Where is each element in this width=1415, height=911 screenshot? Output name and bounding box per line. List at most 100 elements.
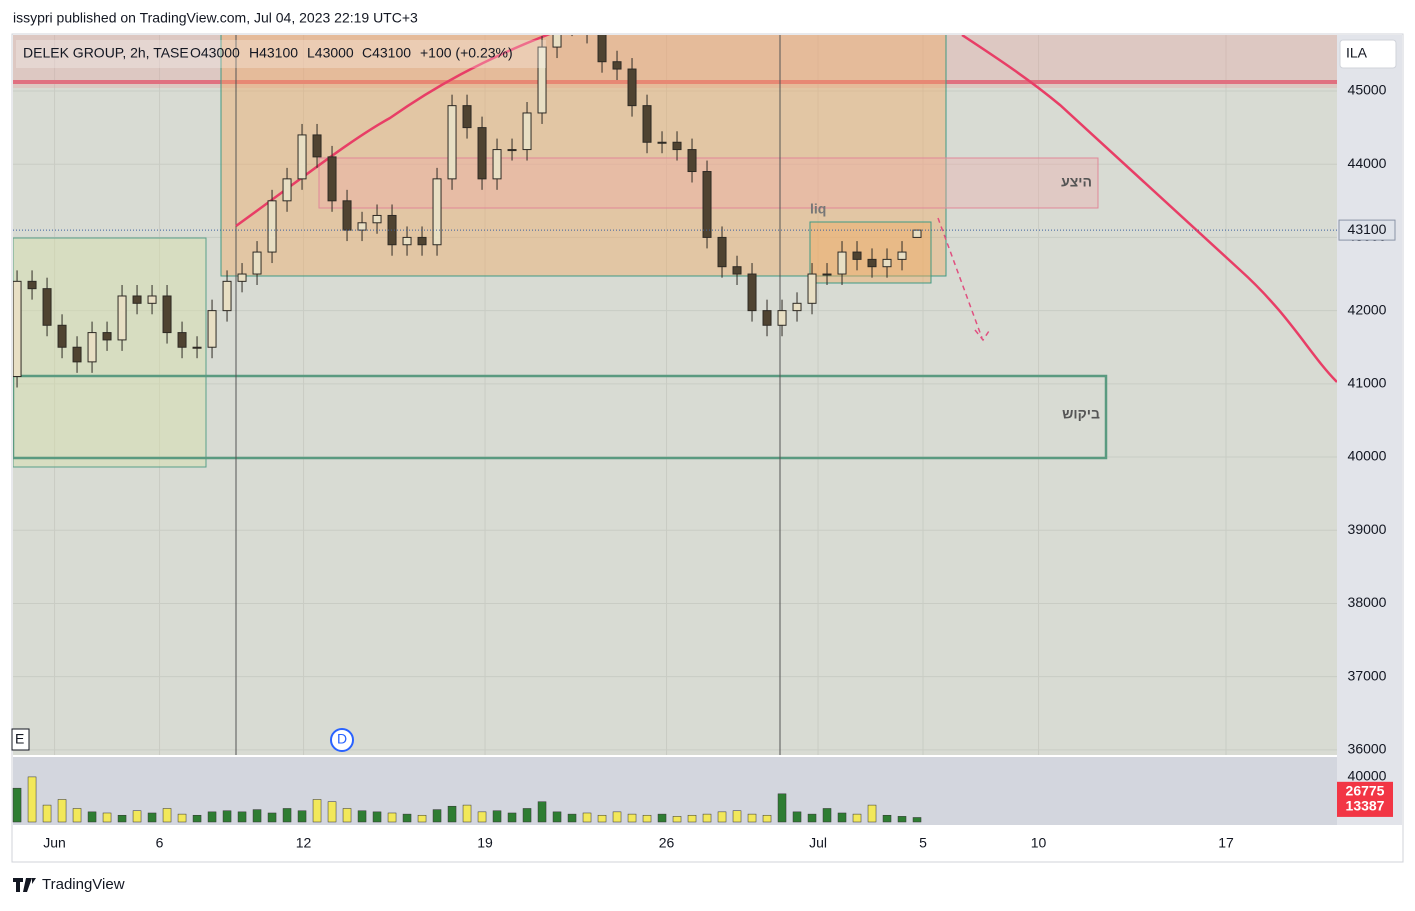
volume-ma-tag — [1337, 796, 1393, 817]
demand-label: ביקוש — [1062, 406, 1100, 422]
marker-d: D — [337, 731, 347, 747]
candle-body — [162, 295, 172, 334]
volume-bar — [282, 808, 292, 823]
dividend-marker[interactable] — [330, 728, 354, 752]
candle-body — [777, 310, 787, 326]
candle-body — [477, 127, 487, 180]
volume-bar — [12, 787, 22, 823]
legend-high: H43100 — [249, 45, 298, 61]
candle-body — [102, 332, 112, 341]
volume-bar — [642, 814, 652, 823]
volume-bar — [822, 808, 832, 823]
volume-bar — [372, 811, 382, 823]
brand: TradingView — [42, 876, 125, 893]
price-axis — [1337, 35, 1402, 825]
candle-body — [762, 310, 772, 326]
volume-bar — [147, 812, 157, 823]
volume-bar — [582, 812, 592, 823]
legend-open: O43000 — [190, 45, 240, 61]
candle-body — [13, 280, 22, 378]
zone-left — [13, 237, 207, 468]
volume-bar — [342, 808, 352, 823]
candle-body — [432, 178, 442, 246]
volume-bar — [777, 793, 787, 823]
x-tick-label: 6 — [156, 835, 164, 851]
y-tick-label: 42000 — [1348, 301, 1387, 317]
x-tick-label: 19 — [477, 835, 493, 851]
candle-body — [222, 280, 232, 312]
legend-close: C43100 — [362, 45, 411, 61]
volume-bar — [552, 811, 562, 823]
y-tick-label: 38000 — [1348, 594, 1387, 610]
volume-bar — [672, 816, 682, 823]
currency-box[interactable] — [1339, 39, 1397, 69]
candle-body — [672, 141, 682, 151]
candle-body — [417, 236, 427, 246]
x-tick-label: Jun — [43, 835, 66, 851]
y-tick-label: 36000 — [1348, 741, 1387, 757]
y-tick-label: 39000 — [1348, 521, 1387, 537]
candle-body — [897, 251, 907, 260]
volume-bar — [447, 805, 457, 823]
y-tick-label: 40000 — [1348, 448, 1387, 464]
volume-bar — [402, 813, 412, 823]
volume-bar — [492, 810, 502, 823]
x-tick-label: 5 — [919, 835, 927, 851]
y-tick-label: 45000 — [1348, 82, 1387, 98]
candles — [13, 35, 922, 388]
candle-body — [312, 134, 322, 158]
volume-bar — [537, 801, 547, 823]
volume-bar — [222, 810, 232, 823]
zone-orange — [220, 35, 947, 277]
volume-bar — [207, 811, 217, 823]
candle-body — [627, 68, 637, 107]
candle-body — [252, 251, 262, 275]
candle-body — [27, 280, 37, 290]
volume-bar — [522, 808, 532, 823]
last-price-label: 43100 — [1348, 221, 1387, 237]
candle-body — [132, 295, 142, 304]
volume-bar — [657, 813, 667, 823]
volume-bar — [462, 804, 472, 823]
candle-body — [537, 46, 547, 114]
volume-bar — [312, 799, 322, 823]
candle-body — [57, 324, 67, 348]
candle-body — [267, 200, 277, 253]
volume-bar — [837, 812, 847, 823]
candle-body — [462, 105, 472, 129]
frame — [11, 33, 1404, 863]
candle-body — [612, 61, 622, 70]
candle-body — [42, 288, 52, 326]
candle-body — [282, 178, 292, 202]
volume-bar — [177, 813, 187, 823]
y-tick-label: 37000 — [1348, 667, 1387, 683]
x-tick-label: 10 — [1031, 835, 1047, 851]
volume-bar — [702, 813, 712, 823]
last-price-tag — [1338, 219, 1396, 241]
marker-e: E — [15, 731, 24, 747]
y-tick-label: 44000 — [1348, 155, 1387, 171]
volume-bar — [72, 808, 82, 823]
candle-body — [522, 112, 532, 151]
supply-band — [13, 35, 1337, 88]
volume-tick-label: 40000 — [1348, 768, 1387, 784]
supply-label: היצע — [1061, 174, 1092, 190]
volume-bar — [507, 812, 517, 823]
projection-arrow — [937, 217, 990, 342]
legend-change: +100 (+0.23%) — [420, 45, 513, 61]
candle-body — [852, 251, 862, 260]
candle-body — [912, 229, 922, 238]
legend-bg — [16, 40, 546, 68]
volume-bar — [747, 813, 757, 823]
volume-bar — [612, 811, 622, 823]
candle-body — [192, 346, 202, 349]
volume-ma-label: 13387 — [1346, 798, 1385, 814]
volume-bar — [237, 811, 247, 823]
volume-bar — [627, 813, 637, 823]
candle-body — [207, 310, 217, 348]
x-tick-label: 26 — [659, 835, 675, 851]
volume-bar — [162, 808, 172, 823]
volume-bar — [102, 812, 112, 823]
event-marker[interactable] — [11, 728, 30, 751]
candle-body — [237, 273, 247, 282]
